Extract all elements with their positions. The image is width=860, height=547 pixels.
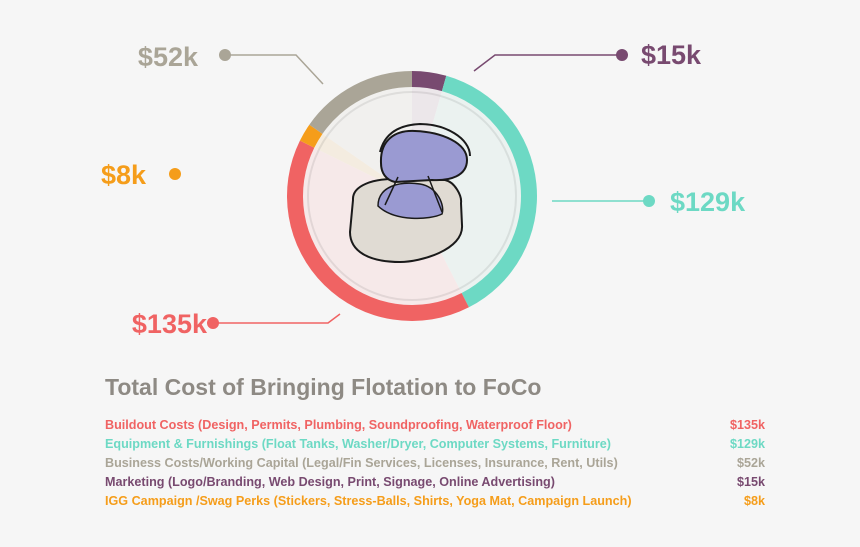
- pie-slice: [309, 71, 412, 134]
- callout-dot: [207, 317, 219, 329]
- legend-item: Marketing (Logo/Branding, Web Design, Pr…: [105, 473, 765, 492]
- legend-item-label: Marketing (Logo/Branding, Web Design, Pr…: [105, 475, 555, 489]
- ring-divider: [307, 91, 517, 301]
- legend-item-label: Business Costs/Working Capital (Legal/Fi…: [105, 456, 618, 470]
- callout-labels: $135k $129k $52k $15k $8k: [101, 40, 746, 339]
- legend-item-value: $52k: [736, 456, 765, 470]
- callout-line: [225, 54, 324, 85]
- callout-line: [473, 54, 622, 72]
- callout-leaders: [169, 49, 655, 329]
- pie-slice: [412, 71, 447, 92]
- callout-dot: [643, 195, 655, 207]
- slice-value-label: $135k: [132, 309, 208, 339]
- pie-slice: [441, 75, 538, 308]
- legend-item-value: $135k: [729, 418, 765, 432]
- legend-item-label: Equipment & Furnishings (Float Tanks, Wa…: [105, 437, 611, 451]
- legend: Buildout Costs (Design, Permits, Plumbin…: [105, 416, 765, 511]
- chart-title: Total Cost of Bringing Flotation to FoCo: [105, 374, 542, 400]
- slice-value-label: $52k: [138, 42, 199, 72]
- legend-item: Equipment & Furnishings (Float Tanks, Wa…: [105, 435, 765, 454]
- pie-slice: [299, 124, 323, 148]
- legend-item-value: $129k: [729, 437, 765, 451]
- slice-value-label: $129k: [670, 187, 746, 217]
- legend-item-label: Buildout Costs (Design, Permits, Plumbin…: [105, 418, 572, 432]
- slice-value-label: $15k: [641, 40, 702, 70]
- legend-item-value: $8k: [743, 494, 765, 508]
- callout-line: [213, 313, 341, 324]
- float-tank-icon: [348, 122, 471, 264]
- pie-slice: [286, 140, 469, 321]
- legend-item-value: $15k: [736, 475, 765, 489]
- legend-item-label: IGG Campaign /Swag Perks (Stickers, Stre…: [105, 494, 632, 508]
- legend-item: IGG Campaign /Swag Perks (Stickers, Stre…: [105, 492, 765, 511]
- legend-item: Buildout Costs (Design, Permits, Plumbin…: [105, 416, 765, 435]
- legend-item: Business Costs/Working Capital (Legal/Fi…: [105, 454, 765, 473]
- callout-dot: [169, 168, 181, 180]
- callout-dot: [616, 49, 628, 61]
- slice-value-label: $8k: [101, 160, 147, 190]
- callout-dot: [219, 49, 231, 61]
